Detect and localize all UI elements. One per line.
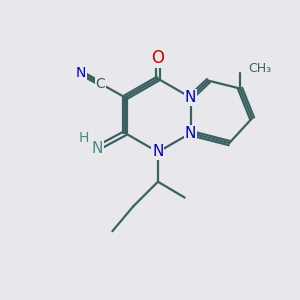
Text: O: O bbox=[152, 49, 164, 67]
Text: N: N bbox=[92, 140, 103, 155]
Text: N: N bbox=[152, 145, 164, 160]
Text: CH₃: CH₃ bbox=[248, 62, 271, 75]
Text: H: H bbox=[78, 131, 89, 145]
Text: N: N bbox=[185, 90, 196, 105]
Text: N: N bbox=[185, 126, 196, 141]
Text: N: N bbox=[76, 66, 86, 80]
Text: C: C bbox=[96, 76, 105, 91]
